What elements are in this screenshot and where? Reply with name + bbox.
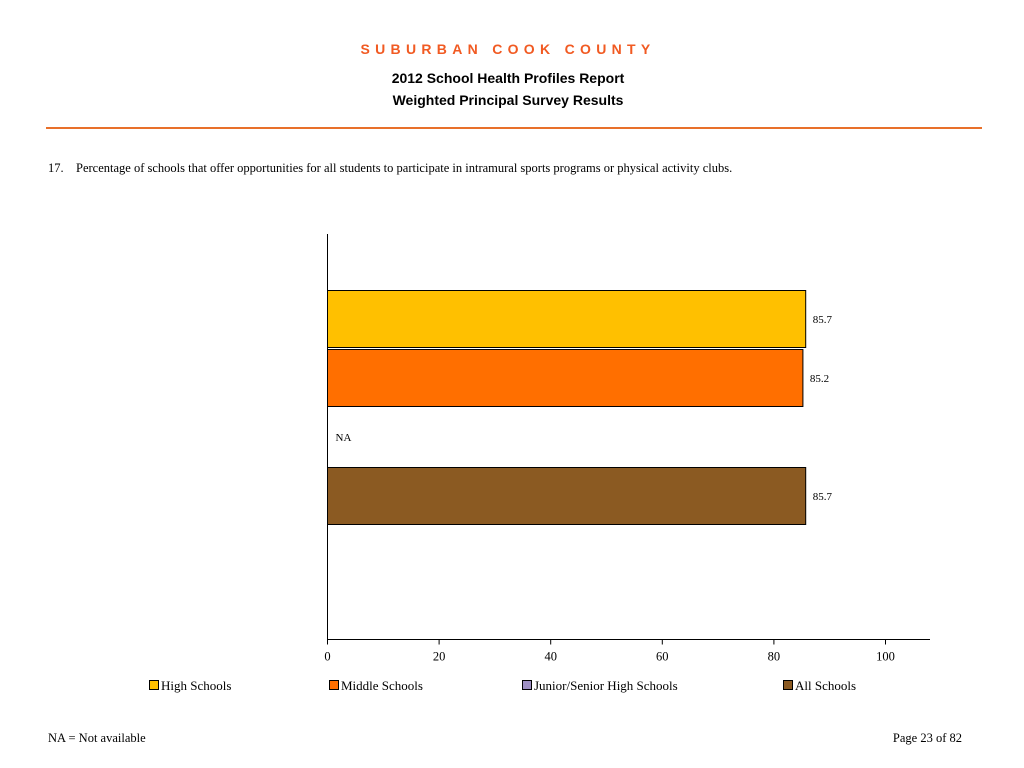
header-divider [46,127,982,129]
legend-label-high-schools: High Schools [161,678,232,693]
x-tick-label-0: 0 [324,650,330,664]
legend-item-high-schools: High Schools [149,678,231,694]
chart-legend: High Schools Middle Schools Junior/Senio… [0,678,1024,696]
question-text: Percentage of schools that offer opportu… [76,161,733,175]
x-tick-label-80: 80 [768,650,781,664]
question-number: 17. [48,161,64,175]
legend-swatch-middle-schools [329,680,339,690]
report-subtitle: Weighted Principal Survey Results [392,92,624,108]
bar-high-schools [327,290,807,348]
page-number: Page 23 of 82 [892,731,962,745]
data-label-all-schools: 85.7 [813,491,833,503]
x-tick-label-20: 20 [433,650,446,664]
legend-label-junior-senior-high-schools: Junior/Senior High Schools [534,678,678,693]
county-title: SUBURBAN COOK COUNTY [360,41,656,57]
bar-all-schools [327,467,807,525]
bar-middle-schools [327,349,804,407]
report-title: 2012 School Health Profiles Report [391,70,625,86]
question: 17. Percentage of schools that offer oppo… [48,161,732,176]
legend-swatch-junior-senior-high-schools [522,680,532,690]
data-label-junior-senior-high-schools: NA [336,432,352,444]
data-label-middle-schools: 85.2 [810,373,829,385]
legend-swatch-high-schools [149,680,159,690]
legend-label-middle-schools: Middle Schools [341,678,423,693]
legend-item-middle-schools: Middle Schools [329,678,423,694]
data-label-high-schools: 85.7 [813,314,833,326]
legend-swatch-all-schools [783,680,793,690]
legend-item-all-schools: All Schools [783,678,856,694]
x-tick-label-40: 40 [544,650,557,664]
bar-chart: 85.7 85.2 NA 85.7 0 20 40 60 80 100 [324,234,930,664]
legend-label-all-schools: All Schools [795,678,857,693]
legend-item-junior-senior-high-schools: Junior/Senior High Schools [522,678,678,694]
na-footnote: NA = Not available [48,731,146,745]
x-tick-label-100: 100 [876,650,895,664]
x-tick-label-60: 60 [656,650,669,664]
